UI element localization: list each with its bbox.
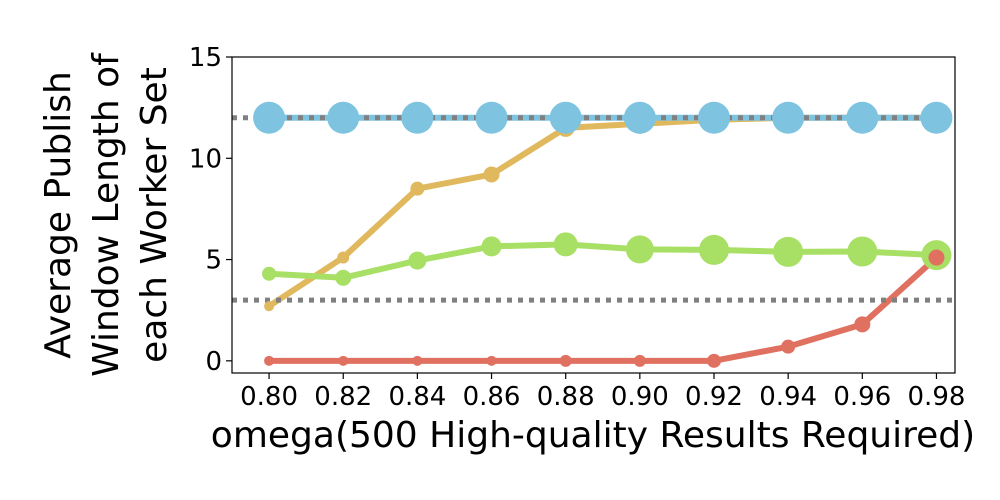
series-line-3 bbox=[266, 254, 940, 364]
series-2-point bbox=[481, 236, 502, 257]
x-axis-title: omega(500 High-quality Results Required) bbox=[211, 415, 975, 456]
y-axis-title-line: each Worker Set bbox=[134, 67, 175, 363]
x-tick-label: 0.98 bbox=[908, 382, 966, 412]
x-tick-label: 0.96 bbox=[833, 382, 891, 412]
series-3-point bbox=[559, 354, 572, 367]
series-2-point bbox=[335, 269, 352, 286]
series-3-point bbox=[854, 316, 871, 333]
x-tick-label: 0.82 bbox=[314, 382, 372, 412]
series-2-point bbox=[699, 234, 729, 265]
series-4-point bbox=[549, 101, 582, 134]
series-line-1 bbox=[266, 114, 940, 310]
series-3-point bbox=[781, 339, 796, 354]
x-tick-label: 0.88 bbox=[537, 382, 595, 412]
y-tick-label: 15 bbox=[189, 43, 222, 73]
x-tick-label: 0.84 bbox=[388, 382, 446, 412]
y-axis-title-line: Average Publish bbox=[38, 71, 79, 359]
series-2-point bbox=[847, 236, 878, 267]
series-3-point bbox=[928, 249, 945, 266]
series-4-point bbox=[698, 101, 730, 134]
series-4-point bbox=[401, 101, 434, 134]
x-tick-label: 0.86 bbox=[463, 382, 521, 412]
series-2-point bbox=[553, 232, 578, 257]
y-tick-label: 10 bbox=[189, 144, 222, 174]
series-3-point bbox=[633, 354, 646, 367]
series-1-point bbox=[483, 166, 500, 183]
series-4-point bbox=[920, 101, 953, 134]
plot-area bbox=[231, 56, 956, 374]
y-tick-label: 5 bbox=[205, 246, 222, 276]
axis-layer: 0.80 0.82 0.84 0.86 0.88 0.90 0.92 0.94 0.96 0.98… bbox=[189, 43, 966, 412]
series-line-2 bbox=[266, 241, 940, 281]
series-1-point bbox=[410, 181, 425, 196]
y-axis-title: Average Publish Window Length of each Work… bbox=[38, 52, 175, 377]
series-2-point bbox=[773, 236, 804, 267]
series-layer bbox=[232, 101, 955, 368]
y-tick-label: 0 bbox=[205, 347, 222, 377]
series-2-point bbox=[625, 235, 654, 264]
series-3-point bbox=[338, 355, 349, 366]
series-3-point bbox=[412, 355, 423, 366]
series-2-point bbox=[262, 266, 277, 281]
x-tick-label: 0.90 bbox=[611, 382, 669, 412]
series-2-point bbox=[408, 251, 427, 270]
series-4-point bbox=[846, 101, 879, 134]
series-3-point bbox=[264, 355, 275, 366]
series-4-point bbox=[253, 101, 286, 134]
series-3-point bbox=[486, 355, 497, 366]
y-axis-title-line: Window Length of bbox=[86, 52, 127, 377]
series-4-point bbox=[772, 101, 805, 134]
series-1-point bbox=[264, 301, 275, 312]
x-tick-label: 0.92 bbox=[685, 382, 743, 412]
series-4-point bbox=[475, 101, 508, 134]
series-4-point bbox=[327, 101, 360, 134]
series-3-point bbox=[707, 353, 721, 368]
series-1-point bbox=[337, 251, 350, 264]
series-4-point bbox=[623, 101, 656, 134]
x-tick-label: 0.80 bbox=[240, 382, 298, 412]
x-tick-label: 0.94 bbox=[759, 382, 817, 412]
